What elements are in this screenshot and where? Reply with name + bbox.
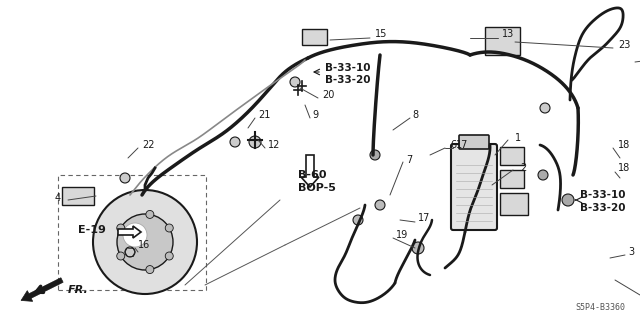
Circle shape — [540, 103, 550, 113]
Circle shape — [375, 200, 385, 210]
Text: B-33-10: B-33-10 — [580, 190, 625, 200]
FancyBboxPatch shape — [302, 29, 327, 45]
FancyBboxPatch shape — [459, 135, 489, 149]
Text: BOP-5: BOP-5 — [298, 183, 336, 193]
Circle shape — [146, 211, 154, 219]
Circle shape — [412, 242, 424, 254]
FancyArrow shape — [21, 278, 63, 301]
Text: 19: 19 — [396, 230, 408, 240]
Circle shape — [538, 170, 548, 180]
Text: 15: 15 — [375, 29, 387, 39]
Text: 18: 18 — [618, 140, 630, 150]
FancyArrow shape — [301, 155, 319, 187]
Circle shape — [230, 137, 240, 147]
Circle shape — [116, 224, 125, 232]
Text: B-33-10: B-33-10 — [325, 63, 371, 73]
Text: 8: 8 — [412, 110, 418, 120]
Text: 1: 1 — [515, 133, 521, 143]
Circle shape — [125, 247, 135, 257]
FancyBboxPatch shape — [485, 27, 520, 55]
Circle shape — [117, 214, 173, 270]
Text: 6: 6 — [450, 140, 456, 150]
Text: 20: 20 — [322, 90, 334, 100]
Circle shape — [146, 266, 154, 274]
Circle shape — [370, 150, 380, 160]
Bar — [62, 187, 94, 205]
Text: B-33-20: B-33-20 — [325, 75, 371, 85]
Text: E-19: E-19 — [78, 225, 106, 235]
Text: 13: 13 — [502, 29, 515, 39]
Text: 17: 17 — [456, 140, 468, 150]
Text: 4: 4 — [55, 193, 61, 203]
Circle shape — [165, 224, 173, 232]
Text: 7: 7 — [406, 155, 412, 165]
Circle shape — [353, 215, 363, 225]
Circle shape — [562, 194, 574, 206]
Text: 17: 17 — [418, 213, 430, 223]
FancyBboxPatch shape — [500, 147, 524, 165]
Circle shape — [290, 77, 300, 87]
Bar — [58, 175, 206, 290]
Circle shape — [93, 190, 197, 294]
FancyBboxPatch shape — [451, 144, 497, 230]
Text: B-60: B-60 — [298, 170, 326, 180]
FancyArrow shape — [118, 226, 141, 238]
FancyBboxPatch shape — [500, 193, 528, 215]
Text: 18: 18 — [618, 163, 630, 173]
Text: S5P4-B3360: S5P4-B3360 — [575, 303, 625, 313]
Circle shape — [165, 252, 173, 260]
Text: B-33-20: B-33-20 — [580, 203, 625, 213]
FancyBboxPatch shape — [500, 170, 524, 188]
Text: 3: 3 — [628, 247, 634, 257]
Text: FR.: FR. — [68, 285, 89, 295]
Text: 9: 9 — [312, 110, 318, 120]
Text: 21: 21 — [258, 110, 270, 120]
Circle shape — [116, 252, 125, 260]
Text: 23: 23 — [618, 40, 630, 50]
Text: 22: 22 — [142, 140, 154, 150]
Text: 2: 2 — [520, 163, 526, 173]
Text: 12: 12 — [268, 140, 280, 150]
Circle shape — [249, 136, 261, 148]
Circle shape — [120, 173, 130, 183]
Circle shape — [123, 223, 147, 247]
Text: 16: 16 — [138, 240, 150, 250]
